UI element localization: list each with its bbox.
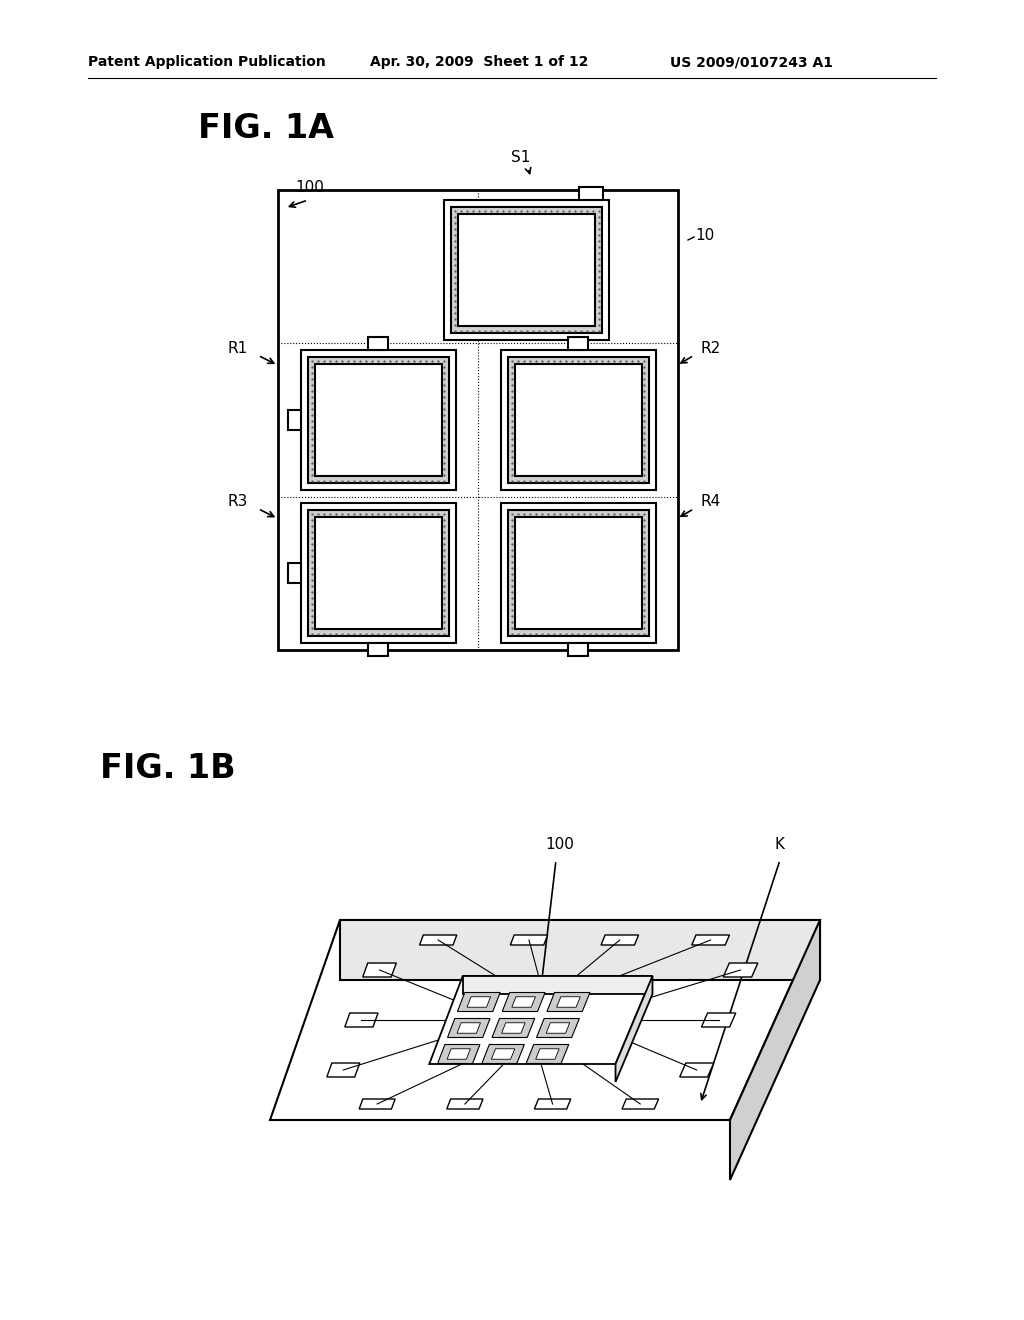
Polygon shape	[447, 1019, 490, 1038]
Bar	[307, 511, 449, 636]
Bar	[501, 350, 655, 490]
Text: R2: R2	[700, 341, 720, 356]
Bar	[300, 503, 456, 643]
Polygon shape	[512, 997, 536, 1007]
Bar	[568, 643, 588, 656]
Bar	[451, 207, 601, 333]
Bar	[278, 190, 678, 649]
Polygon shape	[547, 993, 590, 1011]
Polygon shape	[701, 1012, 736, 1027]
Text: R3: R3	[227, 494, 248, 510]
Polygon shape	[730, 920, 820, 1180]
Polygon shape	[502, 1023, 525, 1034]
Text: R4: R4	[700, 494, 720, 510]
Polygon shape	[437, 1044, 480, 1064]
Polygon shape	[615, 975, 652, 1082]
Polygon shape	[340, 920, 820, 979]
Bar	[579, 186, 602, 199]
Polygon shape	[467, 997, 490, 1007]
Bar	[508, 356, 648, 483]
Polygon shape	[692, 935, 729, 945]
Polygon shape	[680, 1063, 714, 1077]
Bar	[307, 356, 449, 483]
Polygon shape	[492, 1049, 515, 1059]
Polygon shape	[557, 997, 581, 1007]
Text: FIG. 1A: FIG. 1A	[198, 112, 334, 145]
Text: S1: S1	[511, 150, 530, 165]
Polygon shape	[546, 1023, 569, 1034]
Polygon shape	[457, 1023, 480, 1034]
Bar	[514, 517, 641, 630]
Polygon shape	[482, 1044, 524, 1064]
Bar	[300, 350, 456, 490]
Polygon shape	[420, 935, 457, 945]
Text: Apr. 30, 2009  Sheet 1 of 12: Apr. 30, 2009 Sheet 1 of 12	[370, 55, 589, 69]
Text: R1: R1	[227, 341, 248, 356]
Bar	[368, 337, 388, 350]
Bar	[314, 364, 441, 477]
Bar	[288, 564, 300, 583]
Polygon shape	[270, 920, 820, 1119]
Bar	[568, 337, 588, 350]
Polygon shape	[446, 1100, 483, 1109]
Bar	[314, 517, 441, 630]
Text: 10: 10	[695, 227, 715, 243]
Text: K: K	[775, 837, 785, 851]
Bar	[501, 503, 655, 643]
Text: Patent Application Publication: Patent Application Publication	[88, 55, 326, 69]
Text: US 2009/0107243 A1: US 2009/0107243 A1	[670, 55, 833, 69]
Text: 100: 100	[546, 837, 574, 851]
Polygon shape	[463, 975, 652, 994]
Bar	[458, 214, 595, 326]
Bar	[288, 411, 300, 430]
Polygon shape	[535, 1100, 570, 1109]
Bar	[514, 364, 641, 477]
Polygon shape	[345, 1012, 378, 1027]
Polygon shape	[362, 964, 396, 977]
Bar	[508, 511, 648, 636]
Polygon shape	[510, 935, 548, 945]
Polygon shape	[359, 1100, 395, 1109]
Polygon shape	[723, 964, 758, 977]
Polygon shape	[601, 935, 639, 945]
Polygon shape	[502, 993, 545, 1011]
Polygon shape	[622, 1100, 658, 1109]
Polygon shape	[536, 1049, 559, 1059]
Polygon shape	[327, 1063, 359, 1077]
Polygon shape	[447, 1049, 470, 1059]
Text: FIG. 1B: FIG. 1B	[100, 752, 236, 785]
Polygon shape	[537, 1019, 580, 1038]
Bar	[443, 199, 608, 339]
Bar	[368, 643, 388, 656]
Polygon shape	[526, 1044, 568, 1064]
Polygon shape	[429, 975, 652, 1064]
Polygon shape	[458, 993, 500, 1011]
Text: 100: 100	[295, 180, 324, 195]
Polygon shape	[492, 1019, 535, 1038]
